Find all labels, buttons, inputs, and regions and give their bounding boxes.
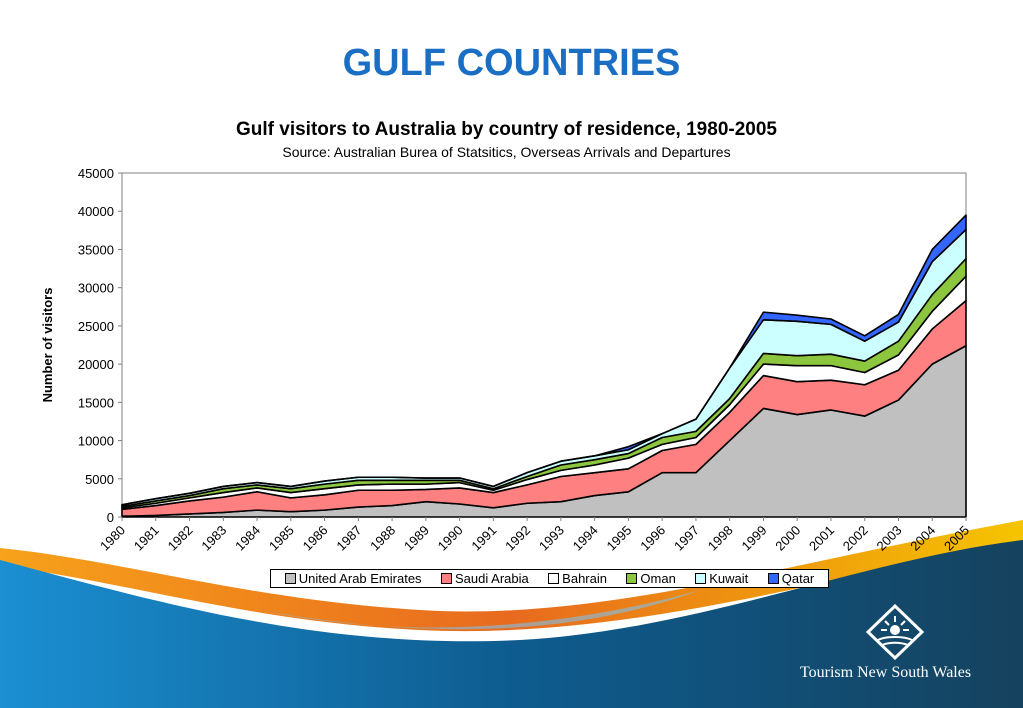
legend-label: Saudi Arabia (455, 571, 529, 586)
x-tick-label: 1999 (739, 523, 770, 554)
y-tick-label: 15000 (78, 395, 114, 410)
brand-name: Tourism New South Wales (800, 664, 972, 681)
y-tick-label: 30000 (78, 281, 114, 296)
legend-label: Oman (640, 571, 676, 586)
legend-swatch (767, 573, 779, 584)
x-tick-label: 1998 (705, 523, 736, 554)
x-tick-label: 1980 (97, 523, 128, 554)
legend-item-oman: Oman (626, 571, 676, 586)
y-tick-label: 0 (107, 510, 114, 525)
x-tick-label: 1981 (131, 523, 162, 554)
x-tick-label: 1996 (637, 523, 668, 554)
x-tick-label: 1983 (198, 523, 229, 554)
y-tick-label: 35000 (78, 242, 114, 257)
y-axis-label: Number of visitors (40, 288, 55, 403)
slide-title: GULF COUNTRIES (342, 42, 681, 84)
x-tick-label: 1985 (266, 523, 297, 554)
legend-swatch (548, 573, 560, 584)
legend-swatch (441, 573, 452, 584)
legend-swatch (626, 573, 638, 584)
legend-label: Bahrain (562, 571, 607, 586)
legend-item-bahrain: Bahrain (548, 571, 607, 586)
legend-label: Qatar (781, 571, 815, 586)
chart-title: Gulf visitors to Australia by country of… (236, 119, 777, 140)
legend-item-saudi-arabia: Saudi Arabia (441, 571, 529, 586)
legend-swatch (695, 573, 707, 584)
x-tick-label: 2004 (907, 523, 938, 554)
chart-legend: United Arab Emirates Saudi Arabia Bahrain O… (270, 569, 829, 588)
x-tick-label: 1988 (367, 523, 398, 554)
legend-label: United Arab Emirates (298, 571, 422, 586)
legend-item-qatar: Qatar (767, 571, 815, 586)
x-tick-label: 2001 (806, 523, 837, 554)
y-tick-label: 40000 (78, 204, 114, 219)
x-tick-label: 1997 (671, 523, 702, 554)
x-tick-label: 1990 (435, 523, 466, 554)
x-tick-label: 1982 (165, 523, 196, 554)
x-tick-label: 1986 (300, 523, 331, 554)
x-tick-label: 2002 (840, 523, 871, 554)
x-tick-label: 1987 (333, 523, 364, 554)
x-tick-label: 1991 (468, 523, 499, 554)
x-tick-label: 2003 (874, 523, 905, 554)
y-tick-label: 10000 (78, 434, 114, 449)
tourism-nsw-logo-icon (864, 603, 926, 665)
area-series-qatar (121, 214, 967, 506)
x-tick-label: 2005 (941, 523, 972, 554)
x-tick-label: 1994 (570, 523, 601, 554)
x-tick-label: 1995 (603, 523, 634, 554)
y-tick-label: 20000 (78, 357, 114, 372)
chart-subtitle: Source: Australian Burea of Statsitics, … (282, 144, 731, 160)
legend-swatch (284, 573, 296, 584)
x-tick-label: 1989 (401, 523, 432, 554)
x-tick-label: 2000 (772, 523, 803, 554)
x-tick-label: 1992 (502, 523, 533, 554)
y-tick-label: 5000 (85, 472, 114, 487)
y-tick-label: 25000 (78, 319, 114, 334)
x-tick-label: 1993 (536, 523, 567, 554)
x-tick-label: 1984 (232, 523, 263, 554)
legend-label: Kuwait (709, 571, 749, 586)
legend-item-kuwait: Kuwait (695, 571, 748, 586)
legend-item-united-arab-emirates: United Arab Emirates (284, 571, 422, 586)
y-tick-label: 45000 (78, 166, 114, 181)
